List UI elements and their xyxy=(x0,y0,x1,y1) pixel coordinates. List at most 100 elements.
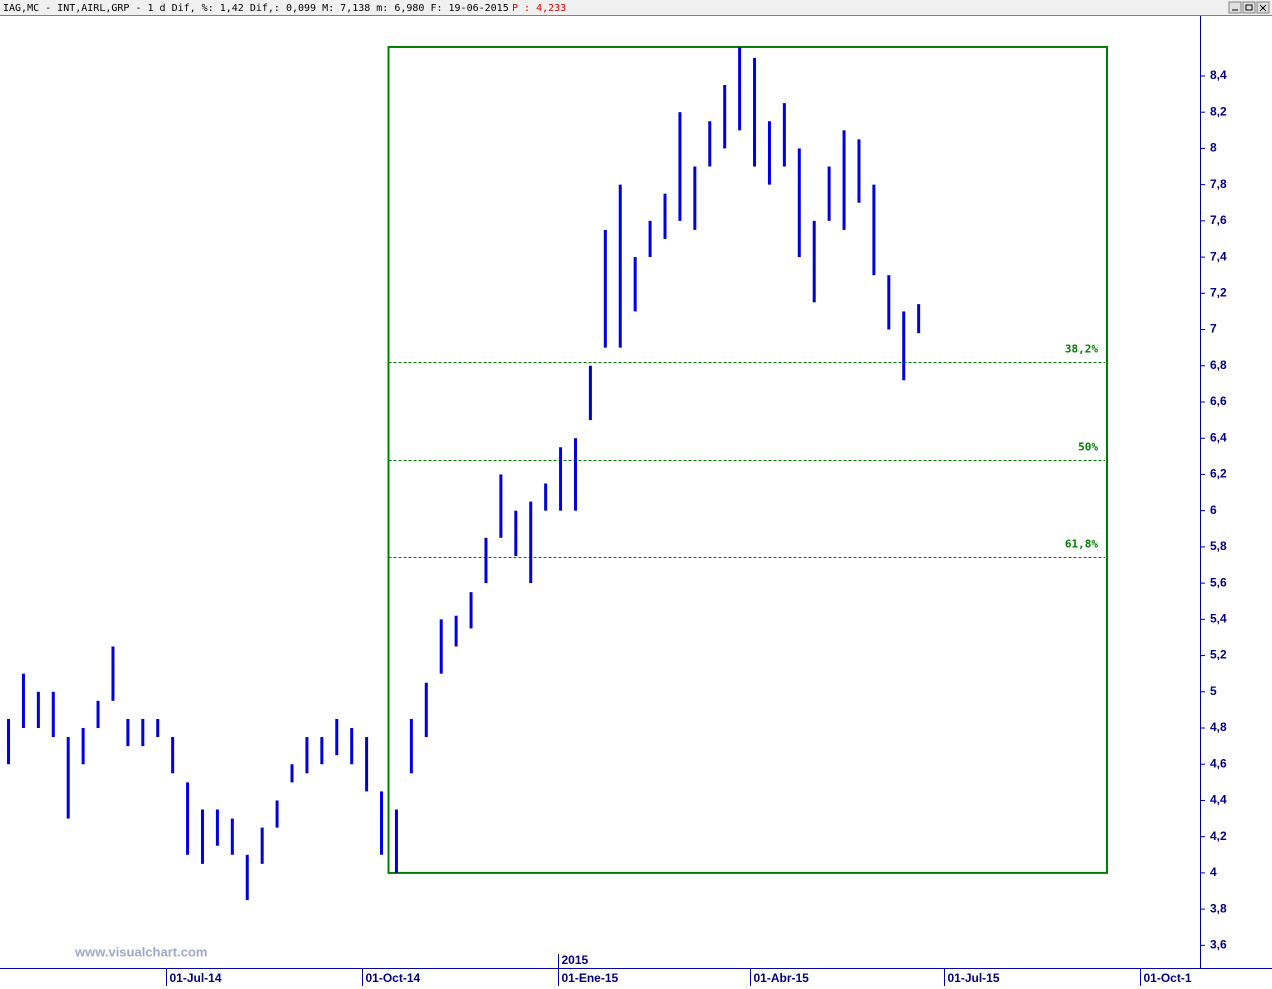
price-bar xyxy=(573,438,577,511)
price-bar xyxy=(618,184,622,348)
fib-box xyxy=(387,45,1108,874)
x-tick-label: 01-Oct-1 xyxy=(1144,971,1192,985)
price-bar xyxy=(693,166,697,230)
y-tick-label: 6,8 xyxy=(1210,358,1227,372)
y-tick-label: 4,8 xyxy=(1210,720,1227,734)
price-bar xyxy=(96,700,100,729)
y-tick-label: 5,6 xyxy=(1210,575,1227,589)
y-tick-label: 5,4 xyxy=(1210,612,1227,626)
price-bar xyxy=(424,682,428,738)
price-bar xyxy=(529,501,533,584)
price-bar xyxy=(126,718,130,747)
y-tick-label: 3,6 xyxy=(1210,938,1227,952)
price-bar xyxy=(51,691,55,738)
price-bar xyxy=(588,365,592,421)
price-bar xyxy=(469,592,473,629)
price-bar xyxy=(350,728,354,765)
price-bar xyxy=(141,718,145,747)
price-bar xyxy=(917,304,921,334)
year-label: 2015 xyxy=(562,953,589,967)
price-bar xyxy=(872,184,876,276)
y-tick-label: 5,8 xyxy=(1210,539,1227,553)
price-bar xyxy=(36,691,40,729)
price-bar xyxy=(812,220,816,303)
header-text: IAG,MC - INT,AIRL,GRP - 1 d Dif, %: 1,42… xyxy=(3,3,509,14)
x-tick-label: 01-Jul-14 xyxy=(170,971,222,985)
price-bar xyxy=(156,718,160,738)
price-bar xyxy=(200,809,204,864)
price-bar xyxy=(767,121,771,185)
price-bar xyxy=(797,148,801,258)
close-icon xyxy=(1259,4,1267,12)
price-bar xyxy=(902,311,906,381)
x-tick-label: 01-Oct-14 xyxy=(366,971,421,985)
price-bar xyxy=(782,103,786,167)
price-bar xyxy=(857,139,861,203)
price-bar xyxy=(514,510,518,556)
price-bar xyxy=(335,718,339,756)
y-tick-label: 4,2 xyxy=(1210,829,1227,843)
price-bar xyxy=(171,737,175,774)
title-bar xyxy=(0,0,1272,15)
price-bar xyxy=(66,737,70,819)
price-bar xyxy=(499,474,503,538)
price-bar xyxy=(454,615,458,647)
x-tick-label: 01-Ene-15 xyxy=(562,971,619,985)
price-bar xyxy=(484,537,488,584)
window-buttons[interactable] xyxy=(1228,1,1270,14)
price-bar xyxy=(753,57,757,167)
maximize-icon xyxy=(1245,4,1253,11)
price-bar xyxy=(230,818,234,855)
price-bar xyxy=(842,130,846,230)
price-bar xyxy=(380,791,384,855)
price-bar xyxy=(215,809,219,846)
y-tick-label: 3,8 xyxy=(1210,901,1227,915)
y-tick-label: 6,6 xyxy=(1210,394,1227,408)
y-tick-label: 8,4 xyxy=(1210,68,1227,82)
price-bar xyxy=(827,166,831,221)
price-bar xyxy=(186,782,190,855)
y-tick-label: 6 xyxy=(1210,503,1217,517)
price-bar xyxy=(245,854,249,901)
price-bar xyxy=(678,112,682,221)
price-bar xyxy=(409,718,413,774)
y-tick-label: 7,4 xyxy=(1210,249,1227,263)
price-bar xyxy=(7,718,11,765)
price-bar xyxy=(708,121,712,167)
price-bar xyxy=(559,447,563,511)
price-bar xyxy=(633,257,637,312)
price-bar xyxy=(275,800,279,828)
y-tick-label: 4,4 xyxy=(1210,793,1227,807)
fib-label: 50% xyxy=(1078,441,1098,454)
price-bar xyxy=(305,737,309,774)
price-bar xyxy=(663,193,667,239)
watermark: www.visualchart.com xyxy=(74,944,207,959)
x-tick-label: 01-Jul-15 xyxy=(948,971,1000,985)
price-bar xyxy=(394,809,398,873)
y-tick-label: 8,2 xyxy=(1210,104,1227,118)
y-tick-label: 8 xyxy=(1210,141,1217,155)
fib-label: 61,8% xyxy=(1065,538,1098,551)
y-tick-label: 7,2 xyxy=(1210,285,1227,299)
minimize-button[interactable] xyxy=(1228,1,1242,14)
price-bar xyxy=(290,764,294,783)
price-bar xyxy=(439,619,443,674)
y-tick-label: 6,4 xyxy=(1210,430,1227,444)
maximize-button[interactable] xyxy=(1242,1,1256,14)
price-bar xyxy=(738,46,742,131)
price-bar xyxy=(81,728,85,765)
price-bar xyxy=(111,646,115,701)
price-bar xyxy=(21,673,25,729)
y-tick-label: 5 xyxy=(1210,684,1217,698)
y-tick-label: 4 xyxy=(1210,865,1217,879)
y-tick-label: 7,8 xyxy=(1210,177,1227,191)
price-bar xyxy=(260,827,264,864)
price-bar xyxy=(544,483,548,511)
price-bar xyxy=(320,737,324,765)
y-tick-label: 7 xyxy=(1210,322,1217,336)
header-price: P : 4,233 xyxy=(512,3,566,14)
y-tick-label: 5,2 xyxy=(1210,648,1227,662)
price-bar xyxy=(365,737,369,792)
price-bar xyxy=(648,220,652,258)
